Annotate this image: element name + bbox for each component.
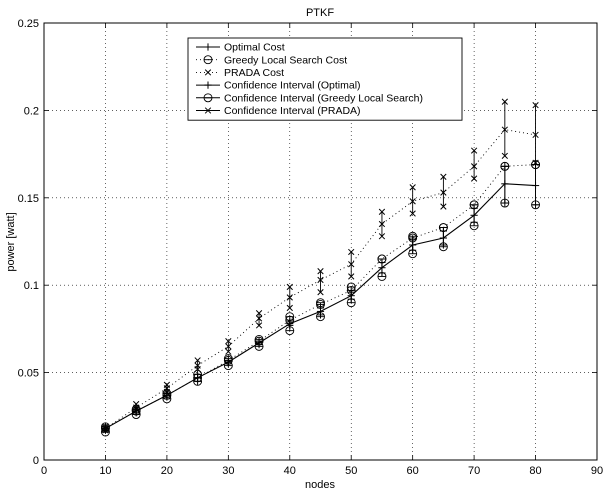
ci-2-upper	[163, 381, 171, 388]
ci-2-lower	[255, 322, 263, 329]
ci-2-upper	[133, 400, 140, 408]
axes	[43, 22, 598, 461]
chart-title: PTKF	[306, 7, 334, 19]
legend-entry-label: Optimal Cost	[224, 42, 285, 54]
ci-1-upper	[316, 298, 325, 308]
x-tick-label: 70	[468, 465, 480, 477]
ci-1-upper	[500, 161, 510, 171]
tick-labels: 0 10 20 30 40 50 60 70 80 90 0 0.05 0.1 0.15 0.2 0.25	[18, 18, 604, 477]
ci-1-upper	[193, 369, 203, 379]
ci-2-upper	[470, 147, 478, 154]
ci-1-upper	[408, 231, 418, 241]
ci-2-lower	[317, 289, 324, 296]
legend-marker	[204, 43, 212, 51]
ci-2-upper	[532, 102, 539, 109]
x-axis-label: nodes	[305, 479, 335, 491]
x-tick-label: 10	[99, 465, 111, 477]
y-tick-label: 0.2	[24, 105, 39, 117]
ci-1-upper	[285, 312, 295, 322]
ci-1-upper	[346, 282, 356, 292]
legend-entry-label: Greedy Local Search Cost	[224, 54, 347, 66]
ci-2-upper	[440, 173, 447, 180]
ci-2-upper	[286, 283, 293, 291]
ci-2-upper	[255, 310, 263, 317]
y-tick-label: 0.15	[18, 193, 39, 205]
ci-1-lower	[408, 249, 418, 259]
ci-2-upper	[348, 248, 355, 256]
legend-marker	[204, 69, 212, 76]
legend-entry-label: Confidence Interval (Greedy Local Search…	[224, 92, 423, 104]
ci-1-lower	[223, 361, 233, 371]
ci-1-upper	[469, 200, 479, 210]
ci-1-upper	[254, 334, 264, 344]
ci-2-upper	[501, 98, 508, 105]
x-tick-label: 30	[222, 465, 234, 477]
x-tick-label: 80	[529, 465, 541, 477]
legend-marker	[203, 55, 213, 65]
y-axis-label: power [watt]	[5, 212, 17, 271]
ci-2-lower	[348, 273, 355, 280]
ci-1-lower	[438, 242, 448, 252]
ci-2-lower	[378, 233, 386, 240]
x-tick-label: 0	[41, 465, 47, 477]
x-tick-label: 90	[591, 465, 603, 477]
ci-1-upper	[377, 254, 387, 264]
ci-1-lower	[285, 326, 295, 336]
axes-box	[43, 22, 598, 461]
ci-1-lower	[193, 376, 203, 386]
legend-entry-label: Confidence Interval (PRADA)	[224, 105, 361, 117]
x-tick-label: 60	[407, 465, 419, 477]
ci-2-lower	[440, 203, 447, 210]
legend-marker	[204, 81, 212, 89]
y-tick-label: 0.25	[18, 18, 39, 30]
ci-1-upper	[223, 354, 233, 364]
ci-2-lower	[225, 348, 232, 355]
confidence-intervals	[100, 98, 541, 437]
ci-2-upper	[317, 268, 324, 275]
legend-entry-label: PRADA Cost	[224, 67, 284, 79]
x-tick-label: 40	[284, 465, 296, 477]
y-tick-label: 0.05	[18, 368, 39, 380]
ci-1-lower	[162, 394, 172, 404]
ci-2-upper	[194, 357, 201, 364]
y-tick-label: 0.1	[24, 280, 39, 292]
ci-1-lower	[254, 341, 264, 351]
ci-2-lower	[163, 388, 171, 395]
legend-box	[187, 37, 463, 121]
ci-1-lower	[469, 221, 479, 231]
x-tick-label: 20	[161, 465, 173, 477]
ci-2-upper	[225, 337, 232, 345]
legend-marker	[203, 93, 213, 103]
x-tick-label: 50	[345, 465, 357, 477]
ci-1-lower	[531, 200, 541, 210]
ci-1-lower	[377, 272, 387, 281]
ci-1-lower	[316, 312, 325, 322]
ci-1-upper	[438, 223, 448, 232]
ci-2-lower	[501, 152, 508, 160]
ci-2-lower	[409, 210, 416, 217]
legend-marker	[204, 107, 212, 114]
ci-1-lower	[500, 198, 510, 208]
ci-2-lower	[194, 365, 201, 373]
ci-2-upper	[378, 208, 386, 215]
ci-2-lower	[286, 304, 293, 312]
ci-2-lower	[532, 159, 539, 166]
series-line-2	[105, 129, 536, 429]
ci-2-upper	[409, 184, 416, 191]
ci-1-lower	[346, 298, 356, 308]
ci-2-lower	[470, 175, 478, 182]
ci-1-lower	[131, 410, 141, 420]
legend-entry-label: Confidence Interval (Optimal)	[224, 80, 361, 92]
ci-2-upper	[102, 423, 109, 430]
ci-2-lower	[133, 406, 140, 413]
y-tick-label: 0	[33, 455, 39, 467]
